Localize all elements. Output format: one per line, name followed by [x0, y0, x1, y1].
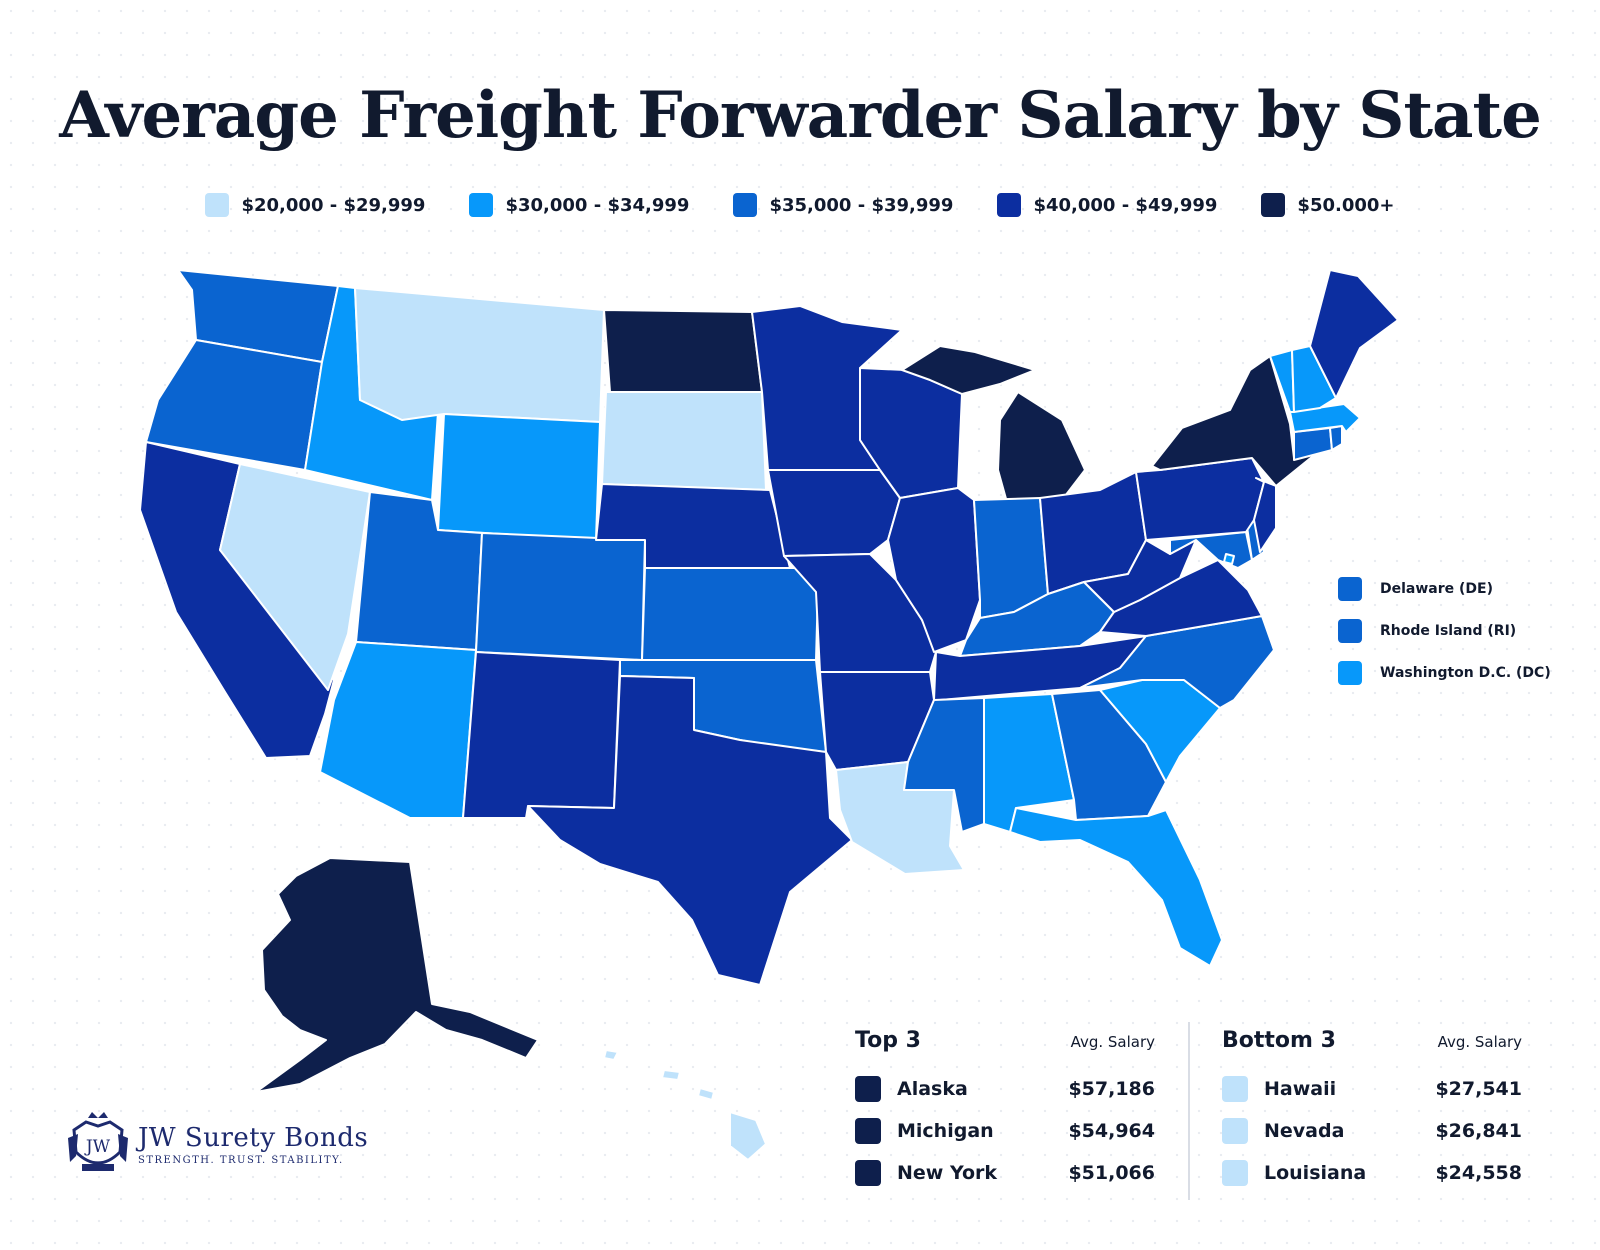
- row-swatch: [855, 1118, 881, 1144]
- legend-swatch: [1261, 193, 1286, 217]
- legend-swatch: [205, 193, 230, 217]
- state-texas[interactable]: [527, 675, 853, 986]
- state-iowa[interactable]: [767, 469, 901, 557]
- row-salary: $26,841: [1435, 1120, 1522, 1142]
- state-rhode-island[interactable]: [1329, 425, 1343, 451]
- row-state: Hawaii: [1264, 1078, 1337, 1100]
- brand-logo: JW JW Surety Bonds STRENGTH. TRUST. STAB…: [66, 1112, 368, 1176]
- state-new-mexico[interactable]: [462, 651, 621, 819]
- state-maine[interactable]: [1309, 269, 1399, 399]
- state-connecticut[interactable]: [1293, 427, 1333, 461]
- brand-name: JW Surety Bonds: [138, 1122, 369, 1153]
- top-3-table: Top 3 Avg. Salary Alaska $57,186 Michigan…: [855, 1028, 1155, 1194]
- legend-swatch: [1338, 661, 1362, 685]
- shield-crest-icon: JW: [68, 1112, 128, 1171]
- table-row: New York $51,066: [855, 1152, 1155, 1194]
- legend-item-tier-5: $50.000+: [1261, 193, 1395, 217]
- small-states-legend: Delaware (DE) Rhode Island (RI) Washingt…: [1338, 568, 1551, 694]
- state-montana[interactable]: [354, 287, 605, 423]
- small-state-label: Delaware (DE): [1380, 581, 1493, 597]
- row-state: Alaska: [897, 1078, 968, 1100]
- salary-legend: $20,000 - $29,999 $30,000 - $34,999 $35,…: [0, 193, 1600, 217]
- row-salary: $27,541: [1435, 1078, 1522, 1100]
- row-state: Michigan: [897, 1120, 994, 1142]
- small-state-washington-dc: Washington D.C. (DC): [1338, 652, 1551, 694]
- state-kansas[interactable]: [641, 567, 819, 661]
- legend-label: $35,000 - $39,999: [769, 194, 954, 216]
- brand-monogram: JW: [84, 1137, 111, 1157]
- state-north-dakota[interactable]: [603, 309, 763, 393]
- row-swatch: [855, 1160, 881, 1186]
- legend-label: $20,000 - $29,999: [241, 194, 426, 216]
- row-state: New York: [897, 1162, 998, 1184]
- top-3-subtitle: Avg. Salary: [1070, 1033, 1155, 1051]
- table-row: Alaska $57,186: [855, 1068, 1155, 1110]
- legend-label: $40,000 - $49,999: [1033, 194, 1218, 216]
- state-wyoming[interactable]: [437, 413, 601, 541]
- legend-swatch: [469, 193, 494, 217]
- state-oregon[interactable]: [145, 339, 323, 471]
- legend-swatch: [997, 193, 1022, 217]
- legend-swatch: [733, 193, 758, 217]
- legend-item-tier-2: $30,000 - $34,999: [469, 193, 689, 217]
- top-3-header: Top 3 Avg. Salary: [855, 1028, 1155, 1068]
- small-state-label: Rhode Island (RI): [1380, 623, 1517, 639]
- legend-swatch: [1338, 619, 1362, 643]
- table-divider: [1188, 1022, 1190, 1200]
- row-salary: $51,066: [1068, 1162, 1155, 1184]
- row-state: Nevada: [1264, 1120, 1345, 1142]
- row-swatch: [1222, 1076, 1248, 1102]
- state-massachusetts[interactable]: [1289, 403, 1361, 433]
- legend-label: $30,000 - $34,999: [505, 194, 690, 216]
- state-new-hampshire[interactable]: [1291, 345, 1337, 413]
- brand-text: JW Surety Bonds STRENGTH. TRUST. STABILI…: [138, 1123, 368, 1166]
- table-row: Nevada $26,841: [1222, 1110, 1522, 1152]
- state-south-dakota[interactable]: [601, 391, 767, 491]
- row-state: Louisiana: [1264, 1162, 1367, 1184]
- bottom-3-subtitle: Avg. Salary: [1437, 1033, 1522, 1051]
- bottom-3-title: Bottom 3: [1222, 1028, 1336, 1053]
- state-arizona[interactable]: [319, 641, 477, 819]
- table-row: Louisiana $24,558: [1222, 1152, 1522, 1194]
- row-salary: $24,558: [1435, 1162, 1522, 1184]
- state-washington-dc[interactable]: [1223, 553, 1235, 565]
- state-pennsylvania[interactable]: [1135, 457, 1265, 541]
- state-colorado[interactable]: [475, 532, 646, 661]
- state-hawaii[interactable]: [603, 1049, 767, 1161]
- table-row: Hawaii $27,541: [1222, 1068, 1522, 1110]
- state-nevada[interactable]: [219, 463, 371, 691]
- brand-tagline: STRENGTH. TRUST. STABILITY.: [138, 1154, 344, 1166]
- row-salary: $54,964: [1068, 1120, 1155, 1142]
- row-swatch: [1222, 1118, 1248, 1144]
- bottom-3-table: Bottom 3 Avg. Salary Hawaii $27,541 Nevad…: [1222, 1028, 1522, 1194]
- legend-item-tier-1: $20,000 - $29,999: [205, 193, 425, 217]
- page-title: Average Freight Forwarder Salary by Stat…: [59, 78, 1542, 153]
- row-swatch: [855, 1076, 881, 1102]
- bottom-3-header: Bottom 3 Avg. Salary: [1222, 1028, 1522, 1068]
- legend-item-tier-3: $35,000 - $39,999: [733, 193, 953, 217]
- top-3-title: Top 3: [855, 1028, 921, 1053]
- state-illinois[interactable]: [887, 487, 981, 653]
- table-row: Michigan $54,964: [855, 1110, 1155, 1152]
- state-florida[interactable]: [1009, 807, 1223, 967]
- state-new-york[interactable]: [1151, 355, 1319, 487]
- state-michigan[interactable]: [997, 391, 1086, 507]
- legend-label: $50.000+: [1297, 194, 1395, 216]
- row-salary: $57,186: [1068, 1078, 1155, 1100]
- legend-item-tier-4: $40,000 - $49,999: [997, 193, 1217, 217]
- state-michigan-upper[interactable]: [901, 345, 1036, 395]
- small-state-delaware: Delaware (DE): [1338, 568, 1551, 610]
- row-swatch: [1222, 1160, 1248, 1186]
- small-state-label: Washington D.C. (DC): [1380, 665, 1551, 681]
- legend-swatch: [1338, 577, 1362, 601]
- small-state-rhode-island: Rhode Island (RI): [1338, 610, 1551, 652]
- state-alaska[interactable]: [255, 857, 539, 1093]
